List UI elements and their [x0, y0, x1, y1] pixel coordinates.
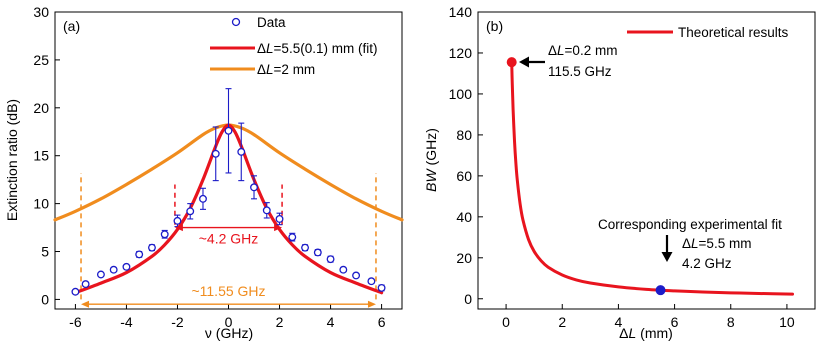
panel-b-y-tick-label: 0	[464, 291, 472, 307]
panel-b-curves	[510, 60, 795, 296]
data-point	[96, 270, 105, 279]
theory-curve	[510, 60, 795, 296]
panel-b-x-tick-label: 4	[615, 314, 623, 330]
panel-a-x-tick-label: 2	[276, 314, 284, 330]
legend-theory-label: Theoretical results	[678, 25, 789, 40]
span-annotation-label: ~11.55 GHz	[191, 283, 265, 299]
data-point	[288, 233, 297, 242]
span-arrow-head-right	[274, 224, 283, 232]
panel-b-x-axis-label: ΔL (mm)	[619, 325, 673, 341]
panel-b-y-tick-label: 20	[456, 250, 472, 266]
panel-b: (b) 0 20 40 60 80 100 120 140 0 2 4 6 8 10 ΔL (mm) B…	[423, 4, 816, 341]
panel-a-x-tick-label: 6	[378, 314, 386, 330]
panel-b-y-ticks: 0 20 40 60 80 100 120 140	[449, 4, 483, 307]
panel-a-y-tick-label: 30	[33, 4, 49, 20]
panel-a-annotations: ~4.2 GHz ~11.55 GHz	[81, 224, 376, 308]
data-point	[109, 265, 118, 274]
data-point	[301, 243, 309, 252]
panel-b-x-tick-label: 6	[671, 314, 679, 330]
callout-top-label-2: 115.5 GHz	[548, 64, 612, 79]
panel-b-y-tick-label: 100	[449, 86, 473, 102]
panel-a-y-tick-label: 10	[33, 196, 49, 212]
span-annotation-label: ~4.2 GHz	[199, 231, 259, 247]
data-point	[186, 207, 195, 216]
legend-2mm-label: ΔL=2 mm	[257, 62, 315, 77]
panel-a-y-tick-label: 25	[33, 52, 49, 68]
data-point	[352, 271, 361, 280]
legend-fit-label: ΔL=5.5(0.1) mm (fit)	[257, 41, 377, 56]
span-arrow-head-right	[367, 300, 376, 308]
panel-b-x-tick-label: 8	[727, 314, 735, 330]
callout-bottom-arrow-head	[661, 252, 673, 262]
highlight-point-5-5mm	[655, 285, 666, 296]
callout-bottom-title: Corresponding experimental fit	[598, 217, 782, 232]
panel-a-data-points	[71, 88, 386, 296]
panel-b-x-tick-label: 2	[558, 314, 566, 330]
data-point	[199, 194, 207, 203]
panel-a-x-axis-label: ν (GHz)	[205, 325, 253, 341]
callout-top: ΔL=0.2 mm 115.5 GHz	[519, 43, 617, 79]
highlight-point-0-2mm	[506, 57, 517, 68]
data-point	[313, 248, 322, 257]
panel-a-x-tick-label: 4	[327, 314, 335, 330]
panel-a-x-tick-label: -2	[171, 314, 184, 330]
panel-b-x-tick-label: 10	[779, 314, 795, 330]
panel-b-x-tick-label: 0	[502, 314, 510, 330]
panel-b-y-tick-label: 120	[449, 45, 473, 61]
data-point	[237, 147, 246, 156]
panel-a-x-tick-label: 0	[225, 314, 233, 330]
panel-b-y-tick-label: 80	[456, 127, 472, 143]
data-point	[122, 262, 131, 271]
data-point	[377, 283, 386, 292]
data-point	[339, 265, 348, 274]
panel-a-y-axis-label: Extinction ratio (dB)	[4, 99, 20, 221]
data-point	[367, 277, 376, 286]
panel-b-y-tick-label: 140	[449, 4, 473, 20]
callout-bottom: Corresponding experimental fit ΔL=5.5 mm…	[598, 217, 782, 271]
panel-b-frame	[477, 11, 816, 310]
callout-top-label-1: ΔL=0.2 mm	[548, 43, 617, 58]
panel-a: (a) 0 5 10 15 20 25 30 -6 -4 -2 0 2 4 6 ν (GHz) Exti…	[4, 4, 404, 341]
panel-a-y-tick-label: 5	[41, 244, 49, 260]
data-point	[250, 183, 258, 192]
panel-a-y-tick-label: 0	[41, 291, 49, 307]
panel-a-x-tick-label: -4	[120, 314, 133, 330]
panel-b-y-tick-label: 60	[456, 168, 472, 184]
panel-a-y-tick-label: 20	[33, 100, 49, 116]
span-arrow-head-left	[81, 300, 90, 308]
panel-a-x-ticks: -6 -4 -2 0 2 4 6	[69, 304, 386, 330]
panel-a-y-tick-label: 15	[33, 148, 49, 164]
data-point	[262, 206, 271, 215]
legend-data-label: Data	[257, 15, 286, 30]
panel-b-y-axis-label: BW (GHz)	[423, 128, 439, 192]
data-point	[81, 280, 90, 289]
panel-a-legend: Data ΔL=5.5(0.1) mm (fit) ΔL=2 mm	[210, 15, 377, 77]
data-point	[160, 230, 169, 239]
panel-a-label: (a)	[63, 18, 80, 34]
data-point	[326, 255, 335, 264]
legend-data-marker	[231, 17, 241, 27]
panel-b-legend: Theoretical results	[627, 25, 789, 40]
data-point	[224, 126, 233, 135]
data-point	[71, 287, 80, 296]
callout-bottom-label-1: ΔL=5.5 mm	[682, 236, 751, 251]
panel-b-highlight-points	[506, 57, 666, 296]
panel-a-x-tick-label: -6	[69, 314, 82, 330]
panel-a-y-ticks: 0 5 10 15 20 25 30	[33, 4, 60, 307]
span-arrow-head-left	[174, 224, 183, 232]
data-point	[173, 216, 182, 225]
data-point	[275, 214, 284, 223]
callout-bottom-label-2: 4.2 GHz	[682, 256, 732, 271]
data-point	[148, 243, 156, 252]
panel-a-guide-lines	[80, 172, 377, 300]
callout-top-arrow-head	[519, 56, 529, 68]
data-point	[211, 149, 220, 158]
panel-b-x-ticks: 0 2 4 6 8 10	[502, 304, 795, 330]
panel-b-y-tick-label: 40	[456, 209, 472, 225]
data-point	[135, 250, 144, 259]
panel-b-label: (b)	[486, 18, 503, 34]
